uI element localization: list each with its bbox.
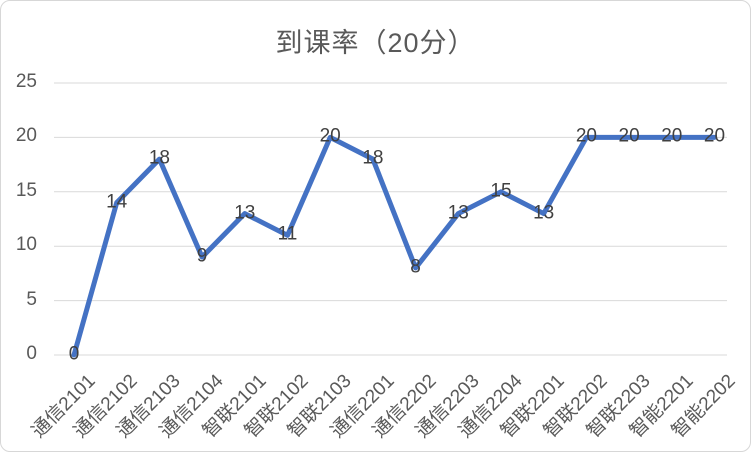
data-point-label: 20 [319, 125, 341, 147]
data-point-label: 8 [410, 256, 421, 278]
data-point-label: 14 [106, 191, 128, 213]
y-tick-label: 20 [15, 125, 37, 147]
data-point-label: 20 [575, 125, 597, 147]
data-point-label: 15 [490, 180, 512, 202]
data-point-label: 18 [362, 147, 384, 169]
data-point-label: 13 [533, 202, 555, 224]
data-point-label: 20 [618, 125, 640, 147]
y-tick-label: 5 [26, 288, 37, 310]
y-tick-label: 10 [15, 234, 37, 256]
y-tick-label: 15 [15, 179, 37, 201]
data-point-label: 20 [661, 125, 683, 147]
data-point-label: 11 [277, 223, 298, 245]
data-point-label: 9 [196, 245, 208, 267]
data-series-line [71, 134, 717, 358]
data-point-label: 20 [703, 125, 726, 147]
data-point-label: 0 [68, 343, 80, 365]
chart-title: 到课率（20分） [275, 28, 476, 58]
data-point-label: 18 [148, 147, 170, 169]
y-tick-label: 0 [26, 343, 37, 365]
data-point-label: 13 [234, 202, 256, 224]
y-tick-label: 25 [15, 71, 37, 93]
data-point-label: 13 [447, 202, 469, 224]
